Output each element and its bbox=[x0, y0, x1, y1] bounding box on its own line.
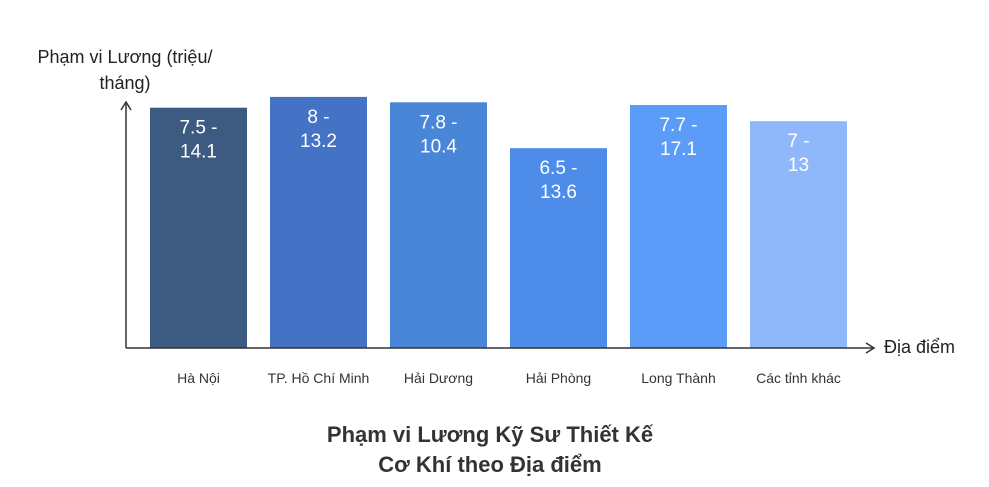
y-axis-label: Phạm vi Lương (triệu/ tháng) bbox=[20, 44, 230, 96]
category-labels: Hà Nội TP. Hồ Chí Minh Hải Dương Hải Phòng L… bbox=[177, 370, 841, 386]
x-axis-label: Địa điểm bbox=[884, 337, 956, 357]
bar-value-label-4-0: 7.7 - bbox=[659, 115, 697, 136]
category-label-5: Các tỉnh khác bbox=[756, 370, 841, 386]
axes-group bbox=[120, 100, 876, 354]
chart-title-line-2: Cơ Khí theo Địa điểm bbox=[378, 452, 602, 477]
y-axis-arrow-icon bbox=[120, 100, 132, 111]
y-axis-label-line-1: Phạm vi Lương (triệu/ bbox=[37, 47, 213, 67]
bar-value-label-0-1: 14.1 bbox=[180, 142, 217, 163]
bars-group: 7.5 - 14.1 8 - 13.2 7.8 - 10.4 6.5 - 13.6 7.7 - 1… bbox=[150, 96, 847, 349]
chart-title-line-1: Phạm vi Lương Kỹ Sư Thiết Kế bbox=[326, 422, 654, 447]
bar-value-label-5-1: 13 bbox=[788, 155, 809, 176]
x-axis-arrow-icon bbox=[865, 342, 876, 354]
bar-value-label-2-1: 10.4 bbox=[420, 136, 457, 157]
bar-value-label-1-1: 13.2 bbox=[300, 131, 337, 152]
category-label-3: Hải Phòng bbox=[526, 370, 591, 386]
bar-5 bbox=[750, 121, 847, 348]
category-label-2: Hải Dương bbox=[404, 370, 473, 386]
bar-2 bbox=[390, 102, 487, 348]
bar-value-label-3-0: 6.5 - bbox=[539, 158, 577, 179]
y-axis-label-line-2: tháng) bbox=[99, 73, 151, 93]
bar-value-label-0-0: 7.5 - bbox=[179, 118, 217, 139]
category-label-0: Hà Nội bbox=[177, 370, 220, 386]
bar-value-label-2-0: 7.8 - bbox=[419, 112, 457, 133]
bar-3 bbox=[510, 148, 607, 348]
bar-value-label-5-0: 7 - bbox=[787, 131, 809, 152]
category-label-4: Long Thành bbox=[641, 370, 715, 386]
bar-value-label-1-0: 8 - bbox=[307, 107, 329, 128]
bar-value-label-4-1: 17.1 bbox=[660, 139, 697, 160]
chart-title: Phạm vi Lương Kỹ Sư Thiết Kế Cơ Khí theo… bbox=[240, 420, 740, 480]
bar-1 bbox=[270, 96, 367, 349]
bar-value-label-3-1: 13.6 bbox=[540, 182, 577, 203]
category-label-1: TP. Hồ Chí Minh bbox=[268, 370, 370, 386]
bar-4 bbox=[630, 105, 727, 348]
bar-0 bbox=[150, 107, 247, 348]
